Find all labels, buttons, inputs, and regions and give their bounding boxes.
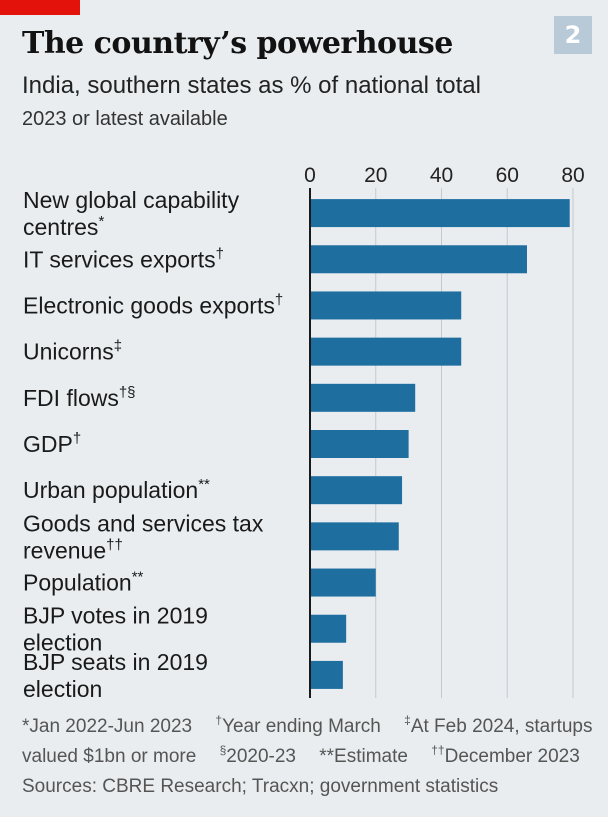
category-label: Electronic goods exports† (23, 291, 283, 318)
chart-period-note: 2023 or latest available (22, 108, 228, 130)
bar (310, 337, 462, 366)
bar (310, 660, 343, 689)
category-label: BJP votes in 2019 election (23, 603, 208, 656)
footnotes: *Jan 2022-Jun 2023 †Year ending March ‡A… (22, 712, 602, 802)
category-label: Population** (23, 569, 144, 596)
x-tick-label: 20 (364, 164, 387, 187)
bar (310, 383, 416, 412)
bar (310, 245, 527, 274)
footnote-december: ††December 2023 (431, 743, 580, 767)
category-label: New global capability centres* (23, 187, 240, 240)
bar (310, 568, 376, 597)
chart-number-badge: 2 (554, 16, 592, 54)
footnote-fdi-period: §2020-23 (219, 743, 296, 767)
x-tick-label: 0 (304, 164, 316, 187)
x-tick-label: 40 (430, 164, 453, 187)
footnote-unicorns-cont: valued $1bn or more (22, 746, 197, 767)
footnote-gcc: *Jan 2022-Jun 2023 (22, 716, 193, 737)
bar (310, 199, 570, 228)
category-label: Urban population** (23, 476, 210, 503)
bar (310, 522, 399, 551)
brand-tab (0, 0, 80, 15)
bar (310, 476, 403, 505)
sources-note: Sources: CBRE Research; Tracxn; governme… (22, 776, 499, 797)
category-label: Goods and services tax revenue†† (23, 510, 264, 563)
chart-title: The country’s powerhouse (22, 26, 453, 61)
x-tick-label: 60 (496, 164, 519, 187)
category-label: Unicorns‡ (23, 338, 122, 365)
category-label: IT services exports† (23, 245, 224, 272)
bar (310, 614, 347, 643)
category-label: GDP† (23, 430, 81, 457)
category-label: FDI flows†§ (23, 384, 136, 411)
x-tick-label: 80 (561, 164, 584, 187)
footnote-unicorns: ‡At Feb 2024, startups (404, 713, 593, 737)
bar (310, 291, 462, 320)
footnote-year-ending: †Year ending March (215, 713, 381, 737)
bar (310, 430, 409, 458)
chart-subtitle: India, southern states as % of national … (22, 72, 481, 99)
bar-chart: 0 20 40 60 80 New global capability centres* IT… (23, 164, 585, 702)
footnote-estimate: **Estimate (319, 746, 408, 767)
category-label: BJP seats in 2019 election (23, 649, 208, 702)
